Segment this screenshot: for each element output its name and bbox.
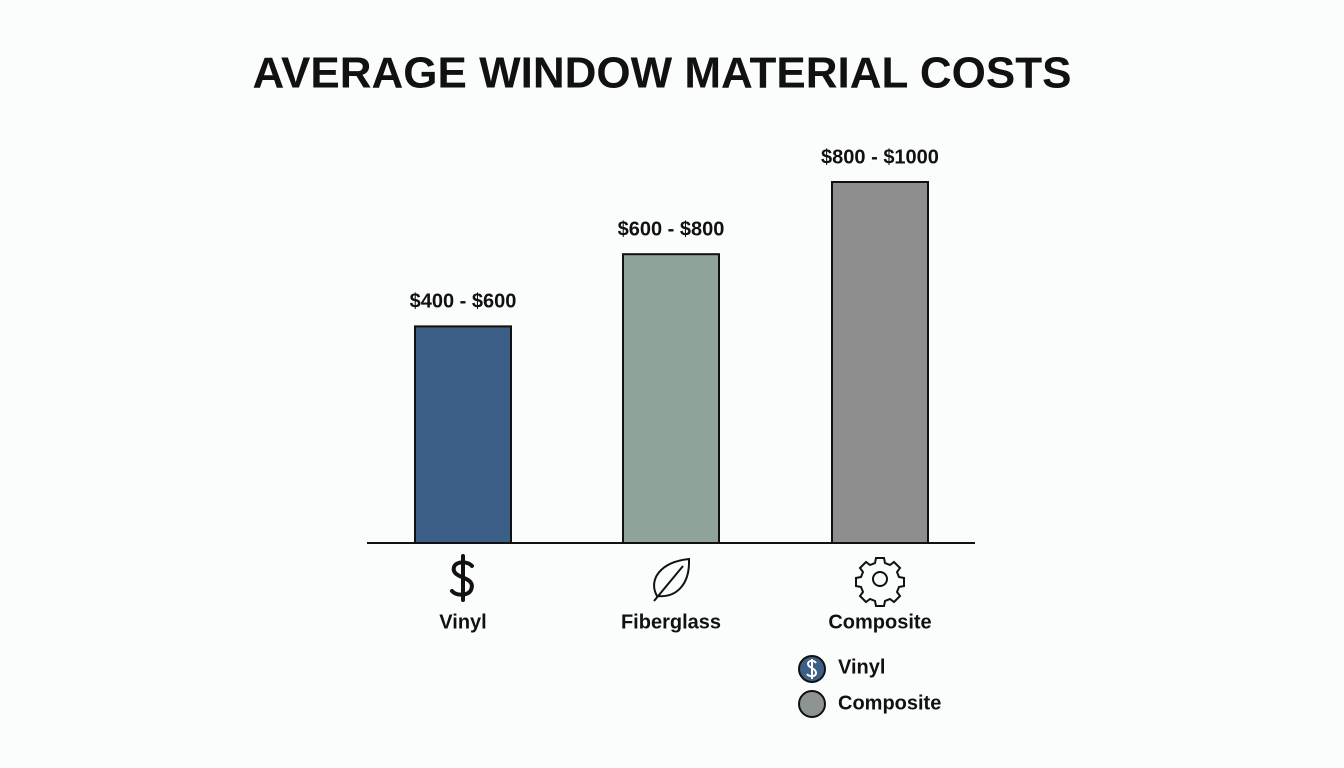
x-tick-label: Fiberglass [621,611,721,633]
x-tick-label: Vinyl [439,611,486,633]
legend-label: Composite [838,692,941,714]
leaf-icon [653,557,691,602]
legend-swatch [798,690,826,718]
legend-icon [806,659,818,679]
legend-label: Vinyl [838,656,885,678]
bar [622,253,720,544]
bar [831,181,929,544]
dollar-icon [450,554,474,602]
bar [414,325,512,544]
chart-title: AVERAGE WINDOW MATERIAL COSTS [253,49,1072,98]
value-label: $400 - $600 [410,291,517,313]
gear-icon [855,557,905,607]
value-label: $800 - $1000 [821,146,939,168]
x-tick-label: Composite [828,611,931,633]
value-label: $600 - $800 [618,218,725,240]
